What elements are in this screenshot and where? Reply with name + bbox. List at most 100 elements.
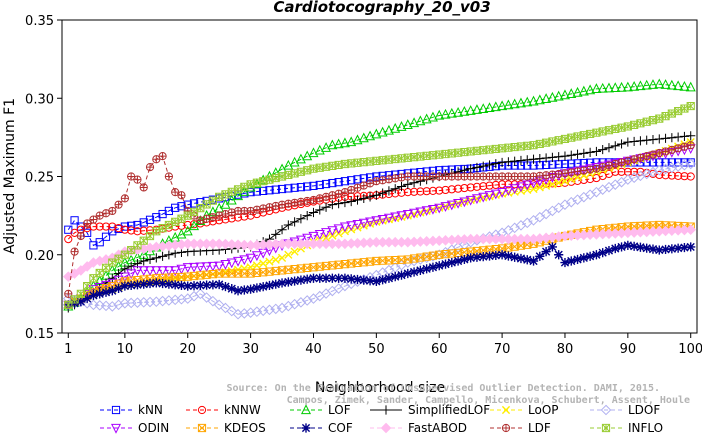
data-point-ldf xyxy=(64,289,73,298)
data-point-loop xyxy=(277,253,287,262)
data-point-lof xyxy=(629,80,640,91)
data-point-cof xyxy=(321,273,331,283)
data-point-simplifiedlof xyxy=(491,159,501,169)
data-point-loop xyxy=(567,175,576,184)
data-point-inflo xyxy=(89,274,98,283)
x-tick-label: 60 xyxy=(431,342,448,357)
data-point-simplifiedlof xyxy=(334,199,344,209)
data-point-simplifiedlof xyxy=(516,155,526,166)
data-point-lof xyxy=(478,103,489,113)
data-point-knn xyxy=(101,232,111,241)
data-point-inflo xyxy=(529,141,538,150)
data-point-odin xyxy=(503,186,514,196)
data-point-simplifiedlof xyxy=(554,152,564,162)
data-point-odin xyxy=(465,195,476,206)
data-point-inflo xyxy=(334,160,343,170)
data-point-odin xyxy=(339,222,350,233)
data-point-lof xyxy=(434,109,445,120)
data-point-cof xyxy=(434,261,444,271)
legend-marker-kdeos xyxy=(197,423,207,433)
data-point-ldf xyxy=(686,141,695,150)
data-point-simplifiedlof xyxy=(484,160,495,170)
data-point-cof xyxy=(132,280,143,290)
data-point-inflo xyxy=(64,300,73,309)
data-point-inflo xyxy=(384,155,394,164)
data-point-odin xyxy=(207,261,218,272)
data-point-knnw xyxy=(617,167,626,176)
data-point-odin xyxy=(327,226,338,237)
data-point-cof xyxy=(264,280,275,291)
data-point-inflo xyxy=(101,263,111,272)
x-tick-label: 50 xyxy=(368,342,385,357)
data-point-ldof xyxy=(635,170,646,182)
data-point-inflo xyxy=(611,124,620,134)
data-point-cof xyxy=(384,273,394,283)
data-point-simplifiedlof xyxy=(283,220,293,230)
data-point-lof xyxy=(427,111,438,122)
x-tick-label: 70 xyxy=(494,342,511,357)
data-point-ldof xyxy=(622,174,634,185)
data-point-inflo xyxy=(221,190,230,199)
data-point-knn xyxy=(648,158,658,167)
data-point-cof xyxy=(290,276,300,286)
data-point-odin xyxy=(145,266,156,277)
data-point-lof xyxy=(365,130,376,141)
data-point-knn xyxy=(83,228,92,237)
data-point-lof xyxy=(673,80,684,91)
data-point-ldof xyxy=(339,280,351,292)
data-point-ldof xyxy=(195,288,206,300)
data-point-cof xyxy=(491,250,501,260)
data-point-cof xyxy=(560,257,570,268)
data-point-inflo xyxy=(542,138,551,147)
data-point-lof xyxy=(622,81,633,92)
data-point-simplifiedlof xyxy=(346,196,356,207)
data-point-cof xyxy=(189,281,199,291)
data-point-cof xyxy=(591,250,602,260)
data-point-cof xyxy=(157,278,168,289)
data-point-knnw xyxy=(64,235,73,244)
data-point-simplifiedlof xyxy=(145,254,155,265)
data-point-cof xyxy=(510,252,520,262)
legend-entry-ldf: LDF xyxy=(490,421,551,434)
data-point-cof xyxy=(484,251,495,261)
data-point-knnw xyxy=(435,186,444,195)
data-point-loop xyxy=(290,247,299,256)
data-point-knn xyxy=(567,159,576,168)
data-point-knnw xyxy=(416,187,425,196)
data-point-knnw xyxy=(472,182,482,191)
data-point-ldf xyxy=(89,215,98,224)
data-point-lof xyxy=(440,108,451,119)
data-point-knn xyxy=(340,177,350,186)
y-tick-label: 0.20 xyxy=(25,249,54,264)
data-point-inflo xyxy=(227,187,236,196)
legend-label-ldf: LDF xyxy=(528,421,551,434)
data-point-cof xyxy=(340,273,350,283)
data-point-inflo xyxy=(523,141,532,150)
data-point-cof xyxy=(440,259,451,269)
data-point-inflo xyxy=(252,178,262,187)
data-point-ldof xyxy=(660,163,671,175)
data-point-ldf xyxy=(114,200,123,209)
data-point-odin xyxy=(126,269,137,280)
data-point-simplifiedlof xyxy=(629,136,639,147)
data-point-cof xyxy=(648,244,658,254)
data-point-ldof xyxy=(503,225,514,236)
data-point-odin xyxy=(371,216,382,227)
legend-entry-ldof: LDOF xyxy=(590,403,660,417)
data-point-lof xyxy=(465,105,476,115)
data-point-ldf xyxy=(158,152,167,161)
data-point-cof xyxy=(660,244,671,255)
data-point-loop xyxy=(529,184,538,194)
data-point-loop xyxy=(535,183,544,192)
x-tick-label: 1 xyxy=(64,342,72,357)
data-point-simplifiedlof xyxy=(359,193,369,204)
data-point-loop xyxy=(542,181,551,190)
data-point-odin xyxy=(201,262,212,273)
legend-label-ldof: LDOF xyxy=(628,403,660,417)
data-point-lof xyxy=(421,113,432,124)
data-point-odin xyxy=(245,253,256,264)
data-point-cof xyxy=(334,273,344,283)
data-point-lof xyxy=(371,128,382,139)
data-point-odin xyxy=(446,200,457,211)
